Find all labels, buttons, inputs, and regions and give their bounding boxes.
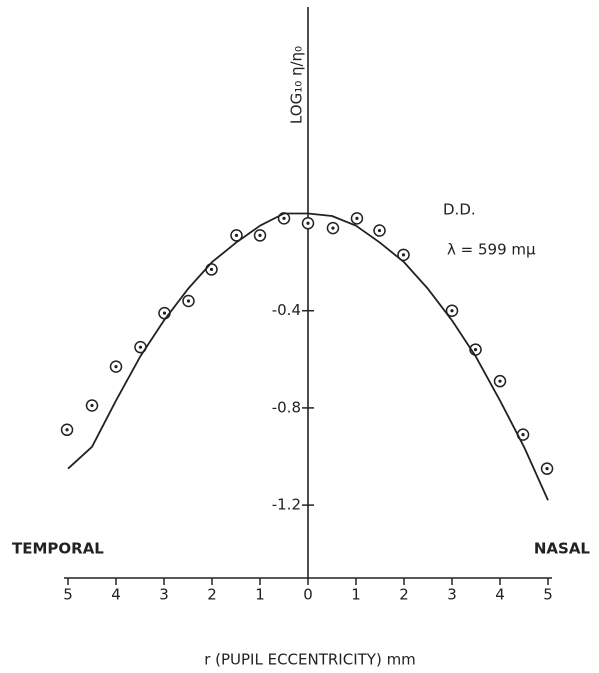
x-tick-label: 1 — [255, 586, 265, 604]
y-tick-label: -1.2 — [272, 496, 301, 514]
x-tick-label: 2 — [207, 586, 217, 604]
data-point-center — [306, 221, 310, 225]
data-point-center — [521, 433, 525, 437]
annotation: NASAL — [534, 540, 591, 558]
x-tick-label: 5 — [63, 586, 73, 604]
data-point-center — [209, 267, 214, 272]
data-point-center — [282, 216, 286, 220]
data-point-center — [355, 216, 359, 220]
data-point-center — [234, 233, 239, 237]
x-tick-label: 3 — [447, 586, 457, 604]
y-tick-label: -0.4 — [272, 301, 301, 319]
data-point-center — [186, 299, 191, 303]
data-point-center — [90, 403, 94, 408]
x-axis-label: r (PUPIL ECCENTRICITY) mm — [204, 651, 416, 669]
y-axis-label: LOG₁₀ η/η₀ — [288, 46, 306, 124]
data-point-center — [473, 348, 478, 352]
data-point-center — [138, 345, 143, 349]
annotation: D.D. — [443, 201, 476, 219]
x-tick-label: 3 — [159, 586, 169, 604]
x-tick-label: 4 — [111, 586, 121, 604]
data-point-center — [450, 309, 454, 313]
data-point-center — [258, 233, 262, 237]
annotation: TEMPORAL — [12, 540, 104, 558]
x-tick-label: 1 — [351, 586, 361, 604]
data-point-center — [331, 226, 335, 230]
x-tick-label: 0 — [303, 586, 313, 604]
data-point-center — [401, 253, 406, 257]
data-point-center — [545, 467, 549, 471]
y-tick-label: -0.8 — [272, 398, 301, 416]
data-point-center — [498, 379, 502, 383]
data-point-center — [377, 228, 382, 233]
x-tick-label: 5 — [543, 586, 553, 604]
data-point-center — [114, 365, 118, 369]
fit-curve — [67, 212, 549, 501]
data-point-center — [162, 311, 167, 315]
x-tick-label: 2 — [399, 586, 409, 604]
annotation: λ = 599 mμ — [447, 241, 536, 259]
x-tick-label: 4 — [495, 586, 505, 604]
data-point-center — [65, 428, 69, 432]
